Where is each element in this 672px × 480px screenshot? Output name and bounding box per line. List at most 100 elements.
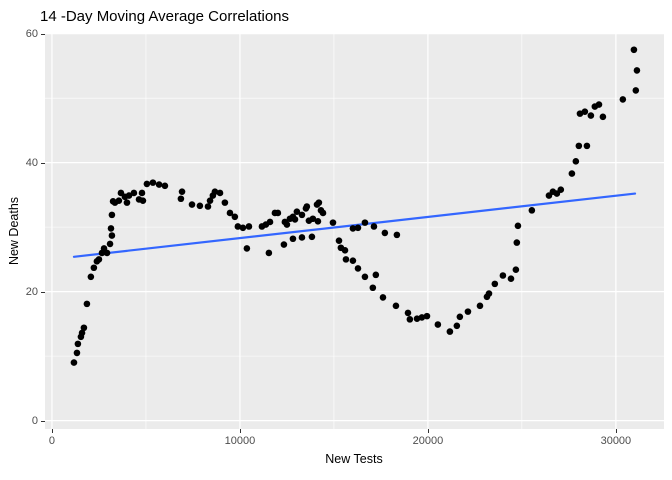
scatter-point <box>423 312 431 320</box>
scatter-point <box>308 233 316 241</box>
scatter-point <box>619 96 627 103</box>
scatter-point <box>266 218 274 226</box>
scatter-point <box>204 203 212 210</box>
scatter-point <box>95 256 103 263</box>
scatter-point <box>595 101 603 108</box>
scatter-point <box>206 197 214 204</box>
scatter-point <box>568 170 576 177</box>
scatter-point <box>572 158 580 165</box>
scatter-point <box>456 313 464 321</box>
scatter-point <box>369 284 377 292</box>
scatter-point <box>80 324 88 332</box>
scatter-point <box>557 186 565 194</box>
scatter-point <box>464 308 472 315</box>
scatter-point <box>78 329 86 337</box>
scatter-point <box>599 113 607 121</box>
scatter-point <box>130 189 138 197</box>
scatter-point <box>372 271 380 279</box>
y-tick-label: 20 <box>25 285 38 298</box>
scatter-point <box>512 266 520 273</box>
x-tick-mark <box>427 429 429 433</box>
scatter-point <box>633 67 641 74</box>
x-tick-label: 20000 <box>412 435 444 447</box>
scatter-point <box>87 273 95 281</box>
scatter-point <box>280 241 288 248</box>
scatter-point <box>309 215 317 223</box>
scatter-point <box>581 108 589 115</box>
scatter-point <box>513 239 521 246</box>
scatter-point <box>453 322 461 330</box>
scatter-point <box>108 211 116 219</box>
scatter-point <box>211 188 219 195</box>
scatter-point <box>354 265 362 272</box>
scatter-point <box>149 179 157 186</box>
y-tick-label: 0 <box>31 414 38 427</box>
scatter-point <box>138 189 146 197</box>
trend-line <box>72 192 637 258</box>
scatter-point <box>143 180 151 188</box>
scatter-point <box>514 222 522 230</box>
scatter-point <box>314 218 322 225</box>
scatter-point <box>108 232 116 239</box>
scatter-point <box>243 245 251 252</box>
x-tick-mark <box>51 429 53 433</box>
scatter-point <box>139 197 147 204</box>
x-tick-label: 0 <box>48 435 56 447</box>
scatter-point <box>485 290 493 297</box>
scatter-point <box>587 112 595 119</box>
scatter-point <box>349 257 357 264</box>
scatter-point <box>161 182 169 190</box>
scatter-point <box>434 321 442 328</box>
scatter-point <box>125 192 133 199</box>
scatter-point <box>178 188 186 195</box>
scatter-point <box>289 235 297 243</box>
x-tick-mark <box>239 429 241 433</box>
scatter-point <box>632 87 640 94</box>
x-axis-title: New Tests <box>325 452 383 466</box>
scatter-point <box>231 213 239 221</box>
scatter-point <box>155 181 163 188</box>
scatter-point <box>507 275 515 283</box>
scatter-point <box>476 302 484 310</box>
scatter-point <box>329 219 337 226</box>
y-tick-mark <box>41 33 45 35</box>
scatter-point <box>265 249 273 257</box>
scatter-point <box>630 46 638 54</box>
scatter-point <box>499 272 507 279</box>
scatter-point <box>342 256 350 263</box>
plot-area-svg <box>45 33 664 429</box>
scatter-point <box>293 208 301 215</box>
y-tick-mark <box>41 420 45 422</box>
scatter-point <box>298 234 306 241</box>
y-tick-label: 60 <box>25 27 38 40</box>
scatter-point <box>70 359 78 366</box>
scatter-point <box>74 340 82 348</box>
y-tick-label: 40 <box>25 156 38 169</box>
scatter-point <box>103 249 111 257</box>
scatter-point <box>341 247 349 254</box>
scatter-point <box>239 224 247 232</box>
scatter-point <box>83 300 91 308</box>
scatter-point <box>90 264 98 272</box>
scatter-point <box>107 225 115 232</box>
scatter-point <box>298 211 306 219</box>
scatter-point <box>446 328 454 335</box>
chart-title: 14 -Day Moving Average Correlations <box>40 8 290 25</box>
scatter-point <box>291 216 299 223</box>
scatter-point <box>361 219 369 226</box>
scatter-point <box>404 309 412 317</box>
y-tick-mark <box>41 291 45 293</box>
scatter-point <box>188 201 196 208</box>
scatter-point <box>381 229 389 237</box>
scatter-point <box>361 273 369 281</box>
scatter-point <box>245 223 253 230</box>
scatter-point <box>106 240 114 248</box>
y-tick-mark <box>41 162 45 164</box>
scatter-point <box>354 224 362 232</box>
plot-panel <box>45 33 664 429</box>
scatter-point <box>115 197 123 204</box>
x-tick-label: 30000 <box>600 435 632 447</box>
scatter-point <box>418 314 426 321</box>
scatter-point <box>177 195 185 203</box>
